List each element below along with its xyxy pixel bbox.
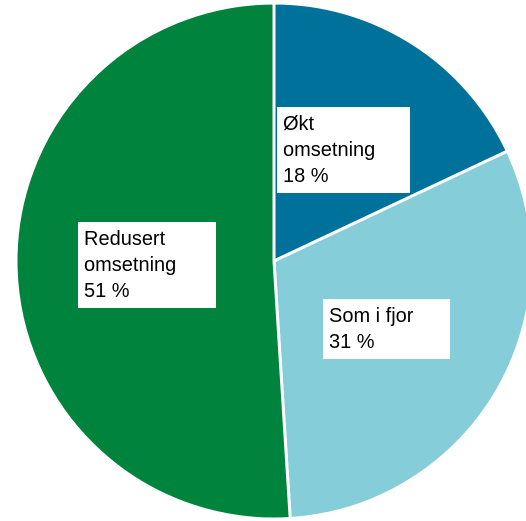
slice-label: Redusert omsetning 51 % (78, 222, 216, 308)
value-label: 31 % (329, 331, 375, 353)
value-label: 51 % (84, 280, 130, 302)
category-label: Økt omsetning (283, 113, 376, 161)
slice-label: Økt omsetning 18 % (277, 107, 410, 193)
category-label: Som i fjor (329, 305, 414, 327)
slice-label: Som i fjor 31 % (323, 299, 450, 359)
value-label: 18 % (283, 165, 329, 187)
category-label: Redusert omsetning (84, 228, 177, 276)
